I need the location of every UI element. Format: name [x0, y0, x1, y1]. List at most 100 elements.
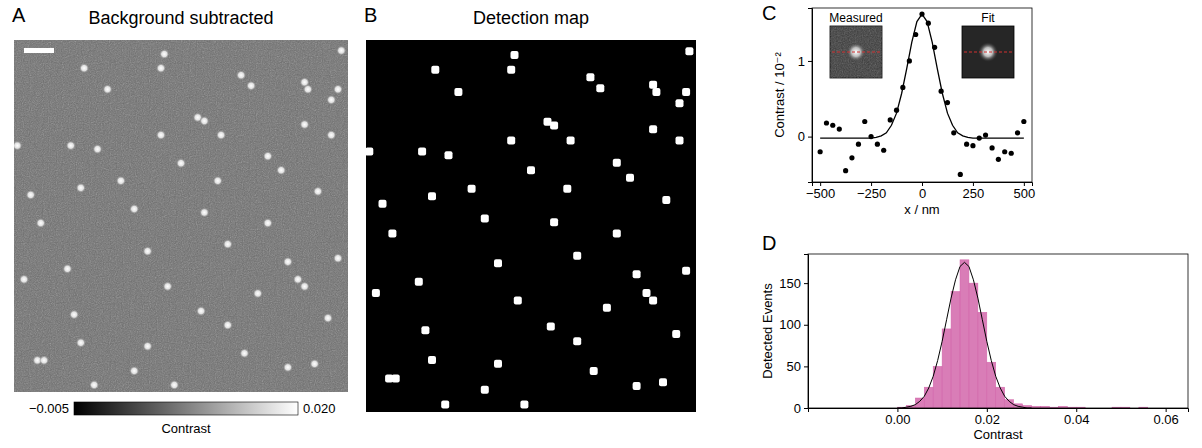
spot	[323, 313, 333, 323]
detection	[676, 136, 684, 144]
figure: ABackground subtracted−0.0050.020Contras…	[0, 0, 1202, 448]
tick: 100	[779, 317, 808, 332]
detection	[649, 296, 657, 304]
inset	[962, 26, 1014, 78]
detection	[550, 218, 558, 226]
axis-line	[808, 9, 813, 183]
detection	[418, 148, 426, 156]
detection	[431, 66, 439, 74]
spot	[303, 84, 313, 94]
tick-label: 0.00	[885, 412, 910, 427]
spot	[26, 190, 36, 200]
colorbar-tick-label: 0.020	[303, 401, 336, 416]
spot	[300, 119, 310, 129]
spot	[143, 246, 153, 256]
detection	[379, 200, 387, 208]
spot	[223, 239, 233, 249]
histogram-bar	[915, 398, 924, 408]
data-point	[881, 148, 886, 153]
data-point	[1009, 151, 1014, 156]
detection	[643, 289, 651, 297]
histogram-bar	[969, 283, 978, 408]
tick: 0	[794, 401, 808, 416]
tick: 150	[779, 276, 808, 291]
inset-image	[830, 26, 882, 78]
spot	[336, 46, 346, 56]
data-point	[830, 123, 835, 128]
tick-mark	[808, 61, 812, 62]
spot	[246, 81, 256, 91]
spot	[62, 264, 72, 274]
spot	[276, 165, 286, 175]
spot	[253, 288, 263, 298]
detection	[682, 267, 690, 275]
detection	[563, 185, 571, 193]
detection	[685, 47, 693, 55]
spot	[236, 70, 246, 80]
spot	[36, 218, 46, 228]
colorbar	[74, 402, 298, 415]
detection	[649, 81, 657, 89]
spot	[216, 130, 226, 140]
tick-mark	[804, 325, 808, 326]
spot	[143, 341, 153, 351]
fit-line	[820, 14, 1024, 138]
tick-label: 500	[1014, 186, 1036, 201]
spot	[263, 151, 273, 161]
tick-label: 1	[798, 54, 805, 69]
spot	[199, 116, 209, 126]
inset-title: Fit	[981, 11, 995, 25]
detection	[372, 289, 380, 297]
image-panel	[366, 40, 696, 412]
tick-label: 250	[963, 186, 985, 201]
spot	[159, 49, 169, 59]
detection	[494, 259, 502, 267]
plot-background	[812, 8, 1032, 182]
detection	[626, 174, 634, 182]
detection	[388, 229, 396, 237]
detection	[454, 88, 462, 96]
data-point	[1021, 119, 1026, 124]
plot-frame	[808, 254, 1188, 408]
y-axis-title: Detected Events	[760, 283, 775, 379]
detection	[676, 99, 684, 107]
tick: 0.02	[975, 408, 1000, 427]
detection	[652, 88, 660, 96]
tick-label: 100	[779, 317, 801, 332]
detection	[659, 378, 667, 386]
tick-label: −500	[806, 186, 835, 201]
detection	[392, 375, 400, 383]
image-panel	[14, 40, 348, 392]
spot	[300, 281, 310, 291]
data-point	[970, 143, 975, 148]
spot	[326, 95, 336, 105]
inset-profile-line	[832, 52, 880, 53]
data-point	[862, 119, 867, 124]
axis-y: 01	[798, 9, 813, 183]
detection	[633, 270, 641, 278]
data-point	[996, 157, 1001, 162]
spot	[223, 320, 233, 330]
inset-noise	[830, 26, 882, 78]
histogram-bar	[987, 362, 996, 408]
data-point	[1002, 149, 1007, 154]
inset	[830, 26, 882, 78]
panel-letter: C	[762, 2, 776, 24]
plot-area	[818, 11, 1027, 177]
image-noise	[14, 40, 348, 392]
data-point	[843, 168, 848, 173]
panel-letter: A	[12, 4, 26, 26]
inset-profile-line	[964, 52, 1012, 53]
tick: 1	[798, 54, 812, 69]
histogram-bar	[951, 291, 960, 408]
spot	[176, 158, 186, 168]
plot-frame	[812, 8, 1032, 182]
tick-mark	[804, 283, 808, 284]
spot	[129, 366, 139, 376]
detection	[603, 304, 611, 312]
tick: −500	[806, 182, 835, 201]
tick: 250	[963, 182, 985, 201]
x-axis-title: Contrast	[973, 427, 1023, 442]
tick: −250	[857, 182, 886, 201]
data-point	[888, 117, 893, 122]
